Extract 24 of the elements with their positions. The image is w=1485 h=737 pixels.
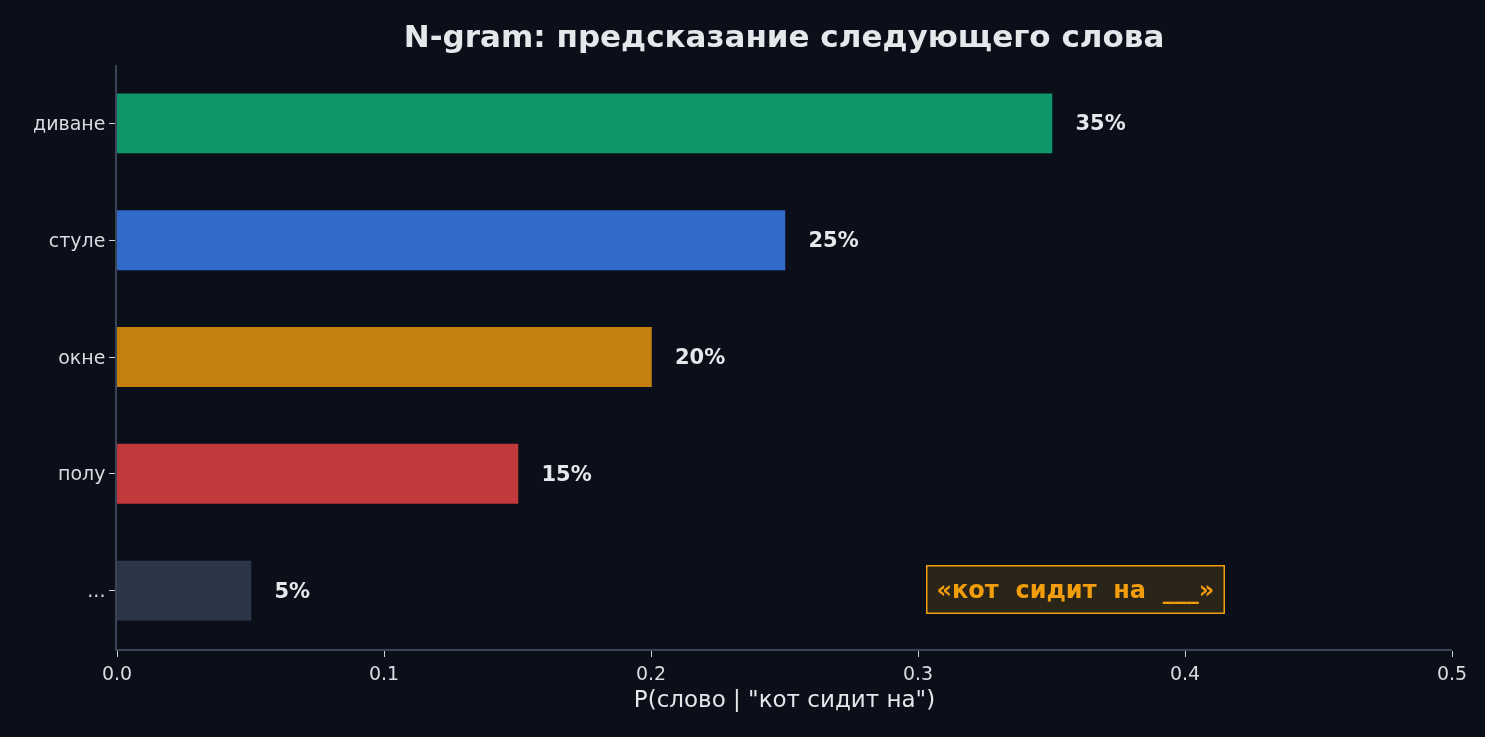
annotation: «кот сидит на ___» xyxy=(936,575,1215,604)
x-tick-label: 0.5 xyxy=(1436,661,1468,684)
y-tick-label: полу xyxy=(58,462,106,485)
y-tick-label: стуле xyxy=(48,228,106,251)
data-label: 15% xyxy=(520,461,592,486)
data-label: 35% xyxy=(1054,111,1126,136)
y-tick-label: окне xyxy=(58,345,106,368)
x-tick-label: 0.1 xyxy=(368,661,400,684)
x-tick-label: 0.2 xyxy=(635,661,667,684)
x-tick-label: 0.3 xyxy=(902,661,934,684)
data-label: 5% xyxy=(253,578,311,603)
bar xyxy=(117,327,652,387)
x-tick-label: 0.0 xyxy=(101,661,133,684)
data-label: 25% xyxy=(787,228,859,253)
chart-title: N-gram: предсказание следующего слова xyxy=(403,18,1165,55)
data-label: 20% xyxy=(654,345,726,369)
bar xyxy=(117,93,1053,154)
x-axis-title: P(слово | "кот сидит на") xyxy=(633,685,936,712)
y-tick-label: ... xyxy=(87,579,106,602)
bar xyxy=(117,210,786,271)
y-tick-label: диване xyxy=(33,112,106,135)
x-tick-label: 0.4 xyxy=(1169,661,1201,684)
bar xyxy=(117,560,252,621)
bar xyxy=(117,443,519,504)
